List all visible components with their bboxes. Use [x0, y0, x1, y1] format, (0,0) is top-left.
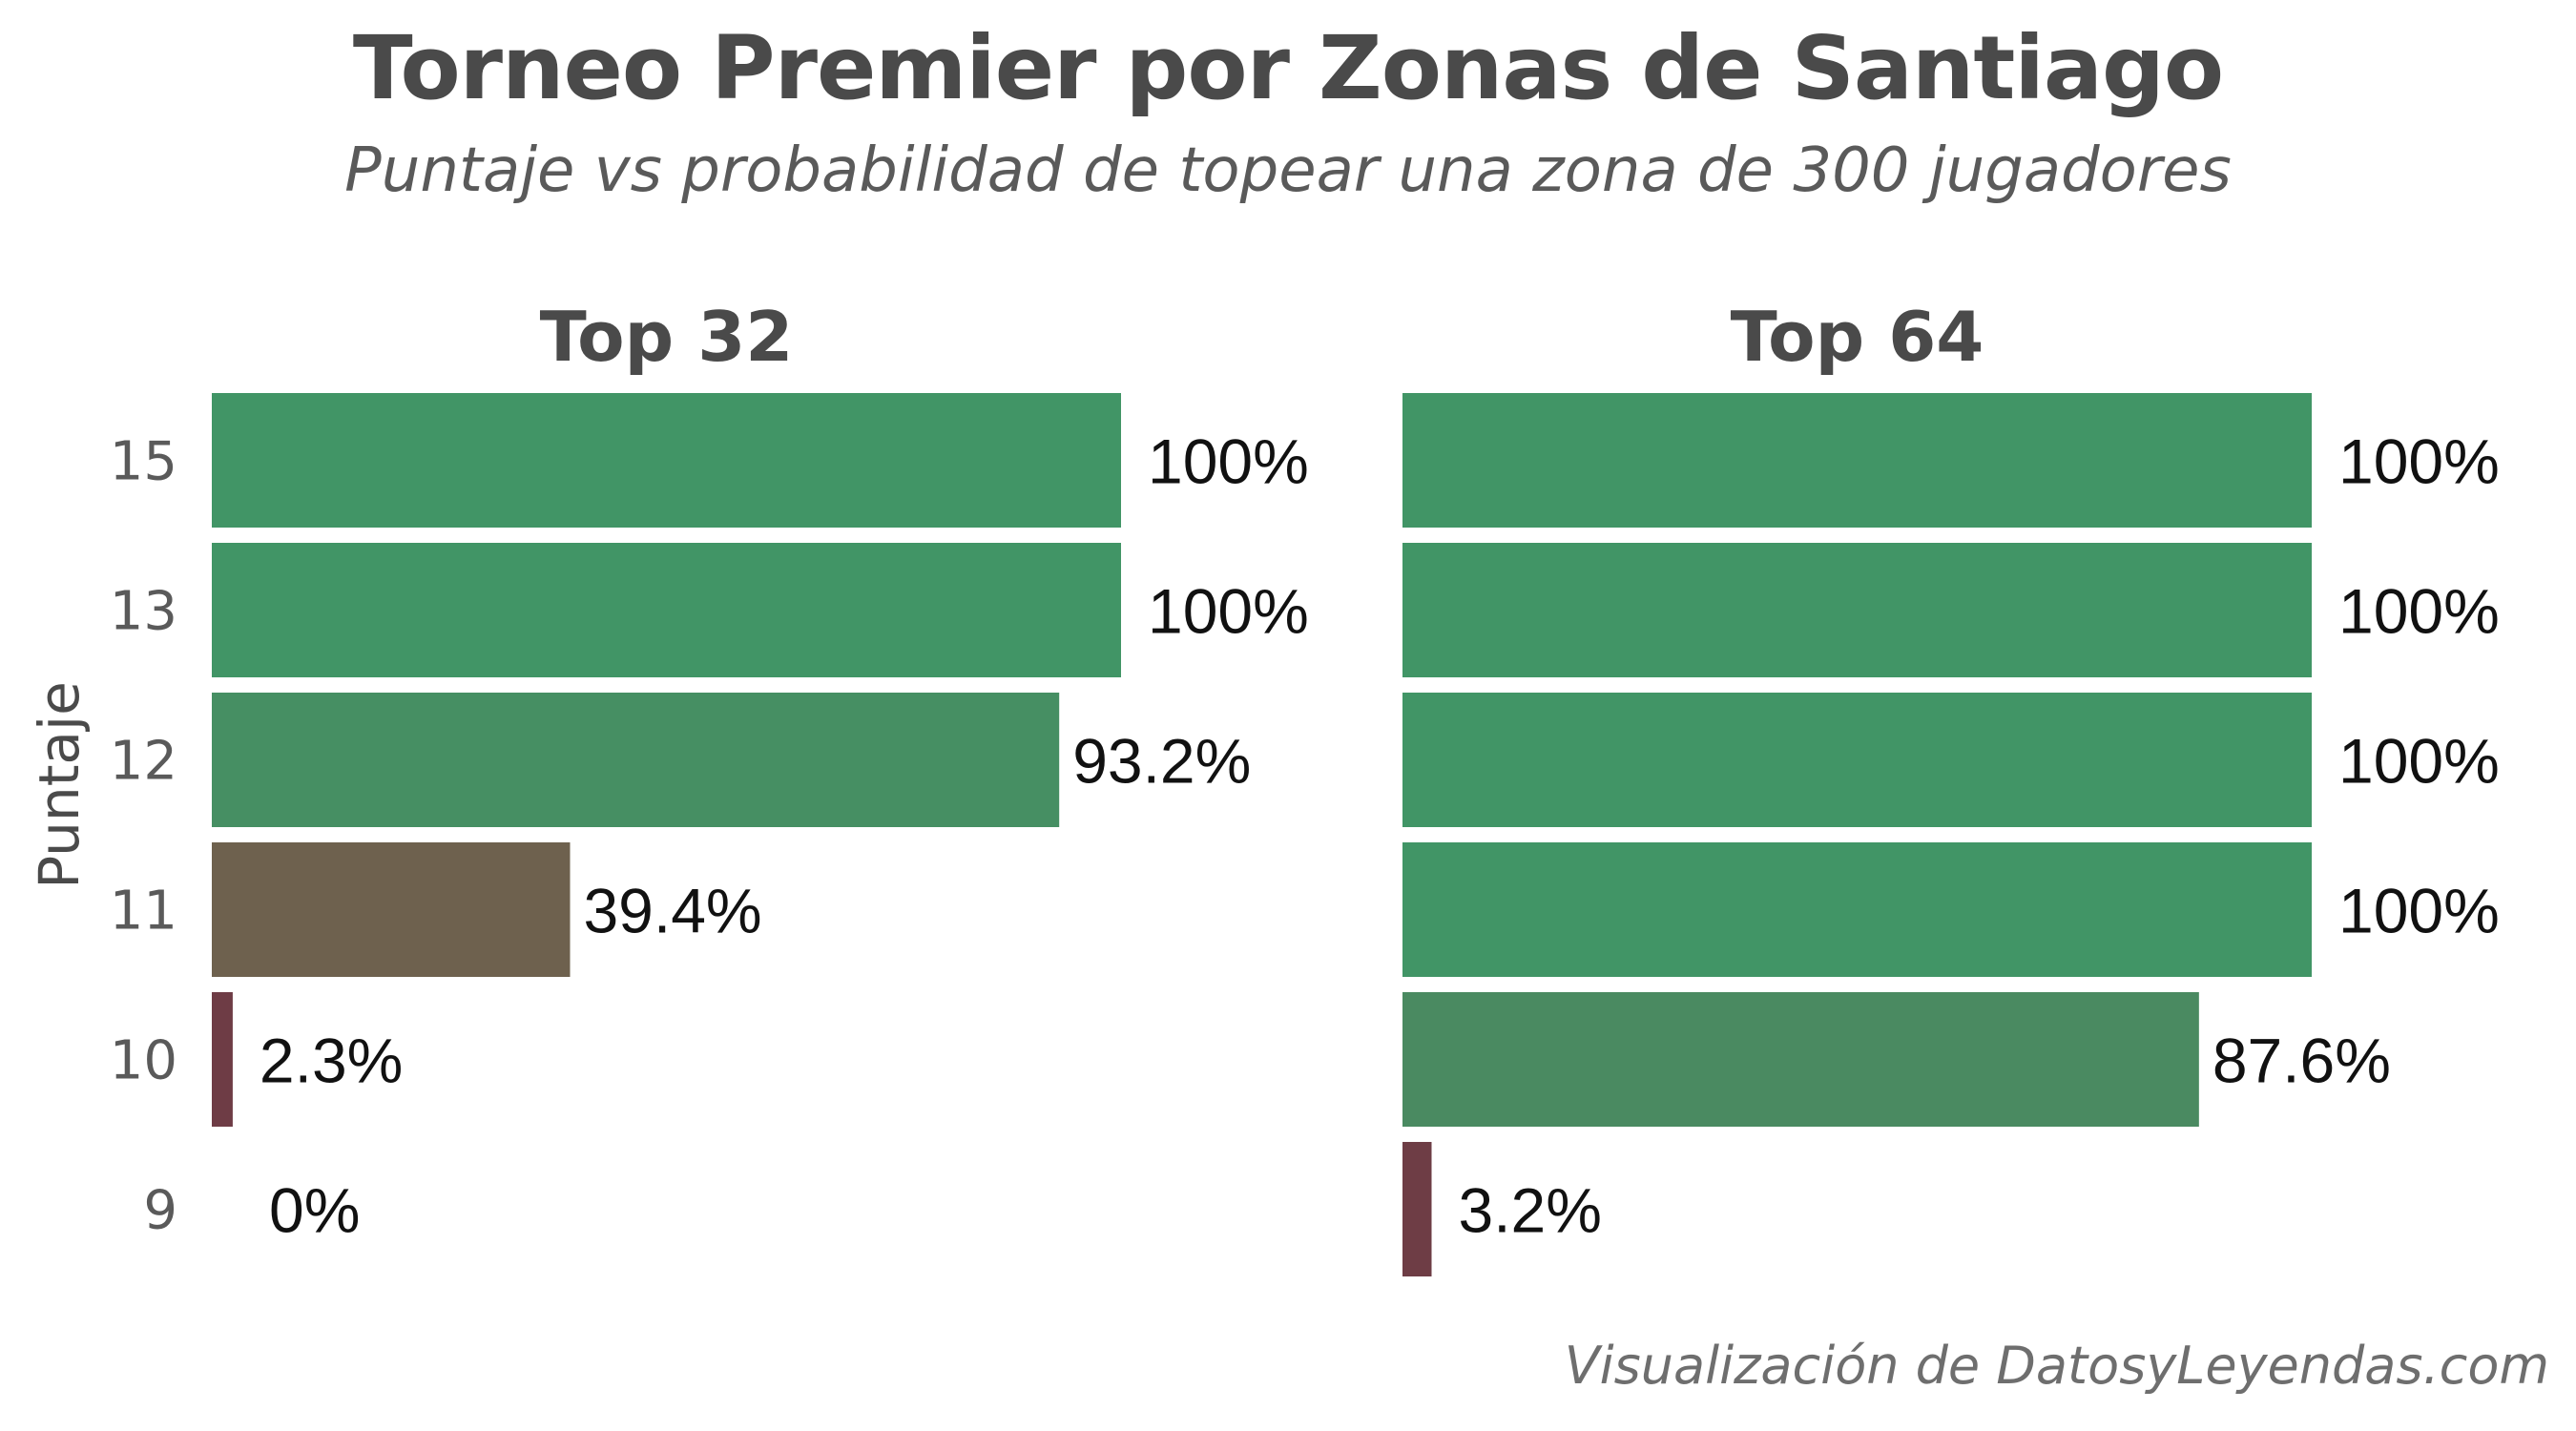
facet-title: Top 32 [540, 297, 794, 377]
y-tick-label: 15 [110, 431, 177, 493]
bar [1402, 543, 2312, 677]
source-caption: Visualización de DatosyLeyendas.com [1564, 1336, 2549, 1396]
y-tick-label: 9 [143, 1180, 177, 1242]
data-label: 2.3% [260, 1026, 403, 1096]
bar [212, 393, 1121, 528]
bar [1402, 393, 2312, 528]
y-tick-label: 13 [110, 581, 177, 643]
data-label: 100% [2338, 576, 2500, 647]
data-label: 0% [269, 1175, 360, 1246]
data-label: 100% [2338, 426, 2500, 497]
bar [1402, 693, 2312, 827]
bar [212, 693, 1060, 827]
chart-subtitle: Puntaje vs probabilidad de topear una zo… [344, 135, 2232, 206]
bar [212, 842, 571, 977]
chart-title: Torneo Premier por Zonas de Santiago [352, 17, 2224, 119]
bar [1402, 992, 2199, 1127]
data-label: 100% [1148, 576, 1309, 647]
data-label: 100% [1148, 426, 1309, 497]
data-label: 87.6% [2212, 1026, 2391, 1096]
bar [1402, 1142, 1432, 1276]
data-label: 100% [2338, 726, 2500, 797]
y-axis-title: Puntaje [27, 681, 92, 889]
y-tick-label: 12 [110, 731, 177, 793]
data-label: 100% [2338, 876, 2500, 946]
facet-title: Top 64 [1731, 297, 1984, 377]
bar [1402, 842, 2312, 977]
bar [212, 543, 1121, 677]
bar [212, 992, 233, 1127]
y-tick-label: 10 [110, 1030, 177, 1092]
data-label: 3.2% [1458, 1175, 1601, 1246]
y-tick-label: 11 [110, 881, 177, 943]
data-label: 39.4% [583, 876, 761, 946]
data-label: 93.2% [1072, 726, 1251, 797]
